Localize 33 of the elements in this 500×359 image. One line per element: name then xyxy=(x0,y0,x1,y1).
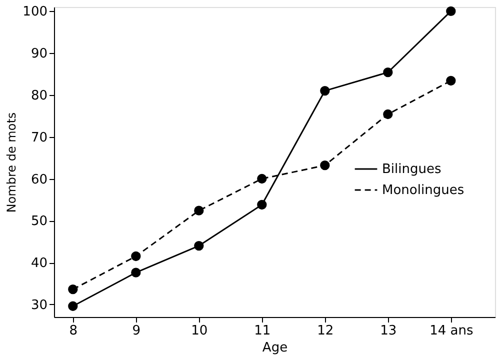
x-tick-label: 10 xyxy=(191,324,208,338)
x-tick-label: 14 ans xyxy=(430,324,474,338)
legend-label: Monolingues xyxy=(382,183,464,198)
y-tick-label: 30 xyxy=(30,298,48,313)
x-tick-label: 13 xyxy=(380,324,397,338)
y-tick-label: 60 xyxy=(30,172,48,188)
legend-label: Bilingues xyxy=(382,162,442,177)
y-tick-label: 40 xyxy=(30,256,48,272)
y-tick-label: 70 xyxy=(30,130,48,146)
x-tick-label: 8 xyxy=(69,324,78,338)
x-tick-label: 11 xyxy=(254,324,271,338)
point xyxy=(131,268,141,278)
point xyxy=(320,86,330,96)
point xyxy=(131,251,141,262)
point xyxy=(257,174,267,184)
x-axis-title: Age xyxy=(262,340,288,356)
y-axis-title: Nombre de mots xyxy=(4,112,19,213)
y-tick-label: 80 xyxy=(30,88,48,104)
y-tick-label: 50 xyxy=(30,214,48,230)
x-tick-label: 12 xyxy=(317,324,334,338)
point xyxy=(194,240,204,251)
point xyxy=(257,200,267,210)
point xyxy=(383,109,393,120)
y-tick-label: 90 xyxy=(30,46,48,62)
point xyxy=(68,301,78,311)
point xyxy=(320,160,330,170)
point xyxy=(383,68,393,78)
point xyxy=(446,6,456,16)
y-tick-label: 100 xyxy=(22,4,48,20)
point xyxy=(68,284,78,294)
x-tick-label: 9 xyxy=(132,324,141,338)
point xyxy=(446,76,456,86)
point xyxy=(194,206,204,216)
